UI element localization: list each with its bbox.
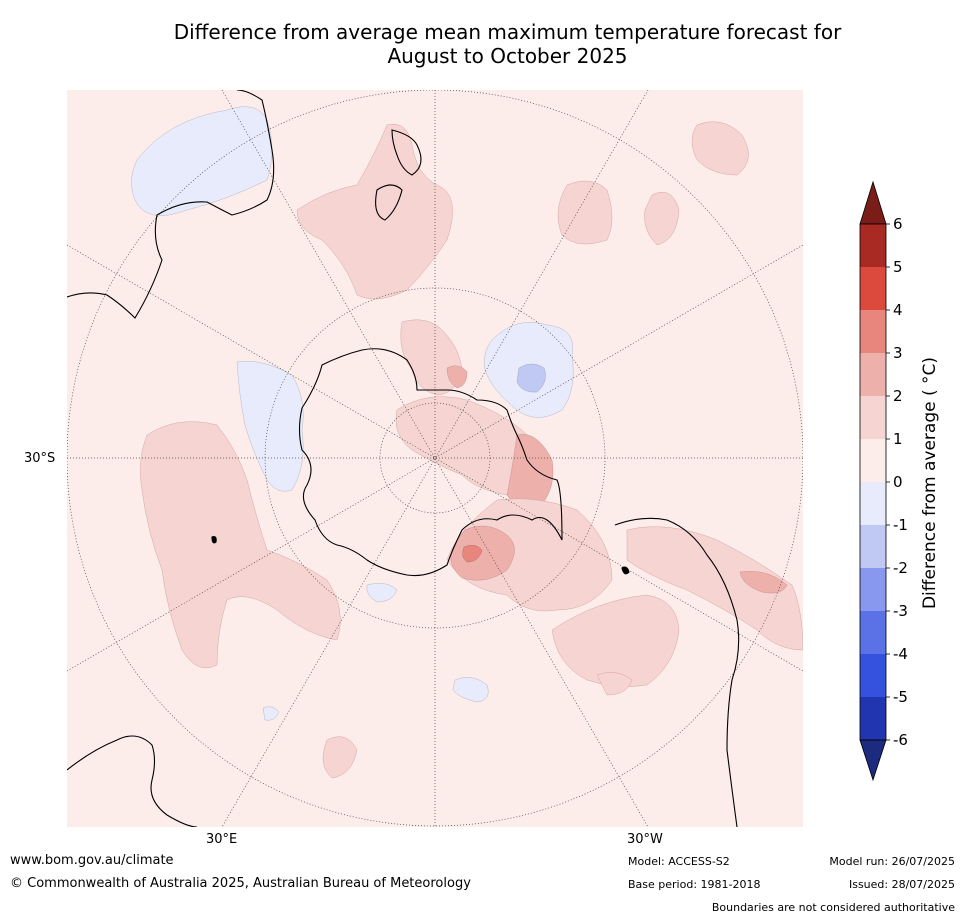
map-title: Difference from average mean maximum tem… — [60, 20, 955, 68]
cool-region-indian — [236, 361, 304, 492]
map-svg[interactable] — [67, 90, 803, 827]
footer-copyright: © Commonwealth of Australia 2025, Austra… — [10, 876, 471, 891]
footer-base-period: Base period: 1981-2018 — [628, 878, 761, 891]
cool-region-small-2 — [452, 677, 489, 703]
colorbar-segment-m2-m1 — [860, 525, 886, 568]
colorbar-tick-label: 5 — [893, 258, 903, 276]
cool-anomaly-regions — [131, 106, 574, 721]
colorbar-tick-label: -3 — [893, 602, 908, 620]
coast-madagascar — [211, 536, 217, 544]
colorbar-title: Difference from average ( °C) — [920, 356, 940, 610]
warm-region-south-america-core — [739, 571, 788, 594]
coast-south-america — [614, 517, 740, 827]
colorbar-segment-5-6 — [860, 224, 886, 267]
meridian-d — [67, 244, 803, 672]
footer-url[interactable]: www.bom.gov.au/climate — [10, 853, 174, 868]
warm-region-south-pacific-east — [644, 191, 680, 246]
warm-anomaly-regions — [140, 121, 803, 779]
warm-region-south-atlantic-core — [450, 525, 515, 581]
colorbar-tick-label: 2 — [893, 387, 903, 405]
warm-region-south-atlantic-peak — [462, 544, 483, 563]
title-line-2: August to October 2025 — [387, 44, 628, 68]
lon-label-30w: 30°W — [627, 832, 663, 847]
title-line-1: Difference from average mean maximum tem… — [173, 20, 842, 44]
colorbar — [859, 180, 890, 782]
colorbar-segment-m6-m5 — [860, 697, 886, 740]
colorbar-segment-0-1 — [860, 439, 886, 482]
colorbar-tick-label: -2 — [893, 559, 908, 577]
coast-new-zealand-north — [391, 129, 422, 176]
colorbar-segment-4-5 — [860, 267, 886, 310]
graticule — [67, 90, 803, 827]
cool-region-weddell-core — [516, 363, 546, 393]
colorbar-segment-3-4 — [860, 310, 886, 353]
colorbar-segment-1-2 — [860, 396, 886, 439]
warm-region-north-pacific-east — [691, 121, 749, 176]
colorbar-segment-m1-0 — [860, 482, 886, 525]
footer-issued: Issued: 28/07/2025 — [848, 878, 955, 891]
colorbar-segment-m3-m2 — [860, 568, 886, 611]
colorbar-tick-label: 3 — [893, 344, 903, 362]
meridian-b — [221, 90, 649, 827]
colorbar-tick-label: 1 — [893, 430, 903, 448]
coast-new-zealand-south — [375, 184, 403, 221]
colorbar-ticks — [886, 223, 890, 741]
colorbar-segment-2-3 — [860, 353, 886, 396]
lon-label-30e: 30°E — [206, 832, 238, 847]
colorbar-tick-label: 4 — [893, 301, 903, 319]
coast-africa — [67, 735, 198, 827]
colorbar-tick-label: -6 — [893, 731, 908, 749]
colorbar-segment-m4-m3 — [860, 611, 886, 654]
footer-disclaimer: Boundaries are not considered authoritat… — [711, 901, 955, 914]
colorbar-tick-label: -4 — [893, 645, 908, 663]
coast-australia — [67, 90, 275, 319]
warm-region-indian-ocean — [140, 421, 341, 669]
coast-falklands — [621, 566, 630, 575]
footer-model: Model: ACCESS-S2 — [628, 855, 730, 868]
colorbar-upper-arrow — [859, 180, 887, 225]
map-panel[interactable] — [67, 90, 803, 827]
meridian-a — [221, 90, 649, 827]
colorbar-tick-label: -5 — [893, 688, 908, 706]
warm-region-southwest-pacific — [557, 180, 613, 245]
colorbar-segment-m5-m4 — [860, 654, 886, 697]
cool-region-south-pacific — [131, 106, 273, 216]
colorbar-tick-label: 0 — [893, 473, 903, 491]
meridian-c — [67, 244, 803, 672]
colorbar-lower-arrow — [859, 739, 887, 782]
cool-region-small-3 — [262, 706, 280, 721]
cool-region-small-1 — [366, 583, 398, 603]
lat-label-30s: 30°S — [24, 451, 56, 466]
warm-region-southern-africa-offshore — [551, 594, 680, 687]
warm-region-drake-core — [446, 365, 468, 389]
coastlines — [67, 90, 740, 827]
coast-antarctica — [298, 348, 563, 577]
warm-region-small-south — [596, 672, 633, 696]
colorbar-tick-label: -1 — [893, 516, 908, 534]
warm-region-southern-indian — [322, 736, 358, 779]
warm-region-new-zealand — [296, 124, 453, 300]
colorbar-tick-label: 6 — [893, 215, 903, 233]
footer-model-run: Model run: 26/07/2025 — [829, 855, 955, 868]
